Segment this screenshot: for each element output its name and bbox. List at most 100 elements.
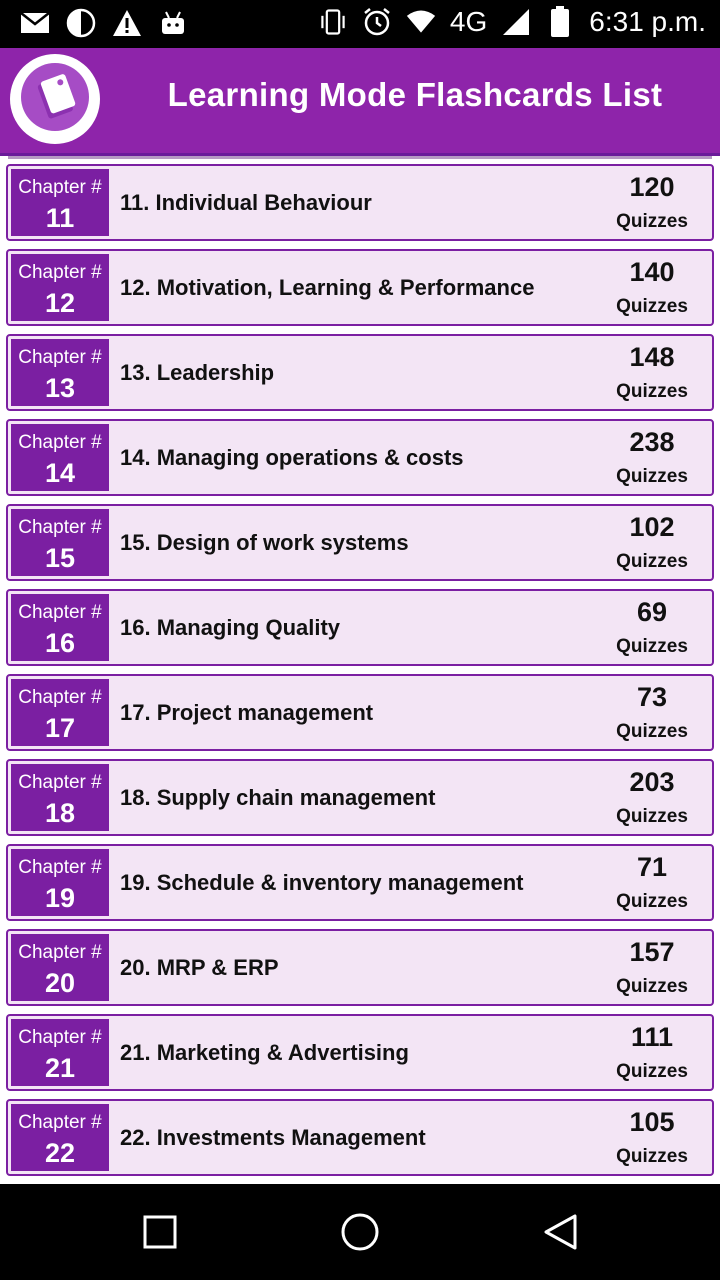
chapter-label: Chapter # <box>18 432 102 453</box>
chapter-number: 21 <box>44 1053 76 1083</box>
status-left-icons <box>20 8 188 38</box>
quiz-count: 111 <box>630 1022 674 1052</box>
recents-square-icon[interactable] <box>136 1208 184 1256</box>
moon-icon <box>66 8 96 38</box>
chapter-label: Chapter # <box>18 262 102 283</box>
chapter-badge: Chapter # 12 <box>11 254 109 321</box>
quiz-count-block: 73 Quizzes <box>606 682 698 743</box>
chapter-number: 18 <box>44 798 76 828</box>
alarm-icon <box>362 7 392 37</box>
app-logo <box>10 54 100 144</box>
chapter-title: 21. Marketing & Advertising <box>120 1040 409 1065</box>
chapter-label: Chapter # <box>18 942 102 963</box>
back-triangle-icon[interactable] <box>536 1208 584 1256</box>
chapter-title: 14. Managing operations & costs <box>120 445 464 470</box>
chapter-label: Chapter # <box>18 602 102 623</box>
chapter-row[interactable]: Chapter # 21 21. Marketing & Advertising 11… <box>6 1014 714 1091</box>
chapter-row[interactable]: Chapter # 20 20. MRP & ERP 157 Quizzes <box>6 929 714 1006</box>
quiz-count: 105 <box>629 1107 675 1137</box>
quiz-unit-label: Quizzes <box>616 466 688 487</box>
chapter-row[interactable]: Chapter # 15 15. Design of work systems 102… <box>6 504 714 581</box>
quiz-count-block: 140 Quizzes <box>606 257 698 318</box>
page-title: Learning Mode Flashcards List <box>167 76 663 113</box>
chapter-badge: Chapter # 19 <box>11 849 109 916</box>
chapter-badge: Chapter # 17 <box>11 679 109 746</box>
chapter-row[interactable]: Chapter # 12 12. Motivation, Learning & Pe… <box>6 249 714 326</box>
chapter-badge: Chapter # 13 <box>11 339 109 406</box>
chapter-badge: Chapter # 14 <box>11 424 109 491</box>
chapter-badge: Chapter # 18 <box>11 764 109 831</box>
wifi-icon <box>406 7 436 37</box>
quiz-unit-label: Quizzes <box>616 1061 688 1082</box>
chapter-number: 11 <box>45 203 75 233</box>
quiz-count: 120 <box>629 172 675 202</box>
home-circle-icon[interactable] <box>336 1208 384 1256</box>
quiz-count: 148 <box>629 342 675 372</box>
quiz-unit-label: Quizzes <box>616 381 688 402</box>
quiz-count: 157 <box>629 937 675 967</box>
chapter-title: 13. Leadership <box>120 360 275 385</box>
flashcards-icon <box>20 62 90 137</box>
chapter-number: 19 <box>44 883 76 913</box>
chapter-number: 16 <box>44 628 76 658</box>
chapter-label: Chapter # <box>18 517 102 538</box>
chapter-label: Chapter # <box>18 347 102 368</box>
chapter-row[interactable]: Chapter # 16 16. Managing Quality 69 Quizzes <box>6 589 714 666</box>
network-type-label: 4G <box>449 6 488 37</box>
warning-icon <box>112 8 142 38</box>
chapter-list[interactable]: Chapter # 11 11. Individual Behaviour 120 Qu… <box>6 164 714 1184</box>
chapter-title: 15. Design of work systems <box>120 530 409 555</box>
quiz-unit-label: Quizzes <box>616 976 688 997</box>
quiz-count-block: 203 Quizzes <box>606 767 698 828</box>
status-right-icons: 4G 6:31 p.m. <box>318 6 706 38</box>
chapter-title: 18. Supply chain management <box>120 785 436 810</box>
chapter-badge: Chapter # 15 <box>11 509 109 576</box>
chapter-number: 20 <box>44 968 76 998</box>
chapter-label: Chapter # <box>18 177 102 198</box>
navigation-bar <box>0 1184 720 1280</box>
chapter-title: 20. MRP & ERP <box>120 955 279 980</box>
quiz-count-block: 111 Quizzes <box>606 1022 698 1083</box>
chapter-label: Chapter # <box>18 857 102 878</box>
chapter-row[interactable]: Chapter # 13 13. Leadership 148 Quizzes <box>6 334 714 411</box>
chapter-title: 11. Individual Behaviour <box>120 190 372 215</box>
quiz-unit-label: Quizzes <box>616 551 688 572</box>
chapter-label: Chapter # <box>18 687 102 708</box>
mail-icon <box>20 8 50 38</box>
chapter-title: 17. Project management <box>120 700 374 725</box>
chapter-number: 13 <box>44 373 76 403</box>
chapter-number: 22 <box>44 1138 76 1168</box>
quiz-count-block: 120 Quizzes <box>606 172 698 233</box>
chapter-badge: Chapter # 22 <box>11 1104 109 1171</box>
quiz-count-block: 148 Quizzes <box>606 342 698 403</box>
quiz-unit-label: Quizzes <box>616 296 688 317</box>
quiz-count: 69 <box>636 597 668 627</box>
chapter-title: 16. Managing Quality <box>120 615 341 640</box>
quiz-unit-label: Quizzes <box>616 1146 688 1167</box>
chapter-badge: Chapter # 11 <box>11 169 109 236</box>
chapter-label: Chapter # <box>18 1027 102 1048</box>
quiz-count: 203 <box>629 767 675 797</box>
app-header: Learning Mode Flashcards List <box>0 48 720 156</box>
chapter-number: 12 <box>44 288 76 318</box>
quiz-unit-label: Quizzes <box>616 636 688 657</box>
chapter-label: Chapter # <box>18 772 102 793</box>
clock-time: 6:31 p.m. <box>589 6 706 37</box>
quiz-count-block: 238 Quizzes <box>606 427 698 488</box>
battery-icon <box>545 6 575 37</box>
chapter-row[interactable]: Chapter # 19 19. Schedule & inventory mana… <box>6 844 714 921</box>
chapter-label: Chapter # <box>18 1112 102 1133</box>
chapter-row[interactable]: Chapter # 22 22. Investments Management 105… <box>6 1099 714 1176</box>
chapter-row[interactable]: Chapter # 18 18. Supply chain management 20… <box>6 759 714 836</box>
chapter-number: 15 <box>44 543 76 573</box>
chapter-title: 12. Motivation, Learning & Performance <box>120 275 535 300</box>
vibrate-icon <box>318 7 348 37</box>
chapter-badge: Chapter # 16 <box>11 594 109 661</box>
chapter-row[interactable]: Chapter # 17 17. Project management 73 Quizz… <box>6 674 714 751</box>
chapter-row[interactable]: Chapter # 14 14. Managing operations & cos… <box>6 419 714 496</box>
quiz-count-block: 71 Quizzes <box>606 852 698 913</box>
quiz-count-block: 105 Quizzes <box>606 1107 698 1168</box>
chapter-row[interactable]: Chapter # 11 11. Individual Behaviour 120 Qu… <box>6 164 714 241</box>
status-bar: 4G 6:31 p.m. <box>0 0 720 48</box>
quiz-count-block: 102 Quizzes <box>606 512 698 573</box>
